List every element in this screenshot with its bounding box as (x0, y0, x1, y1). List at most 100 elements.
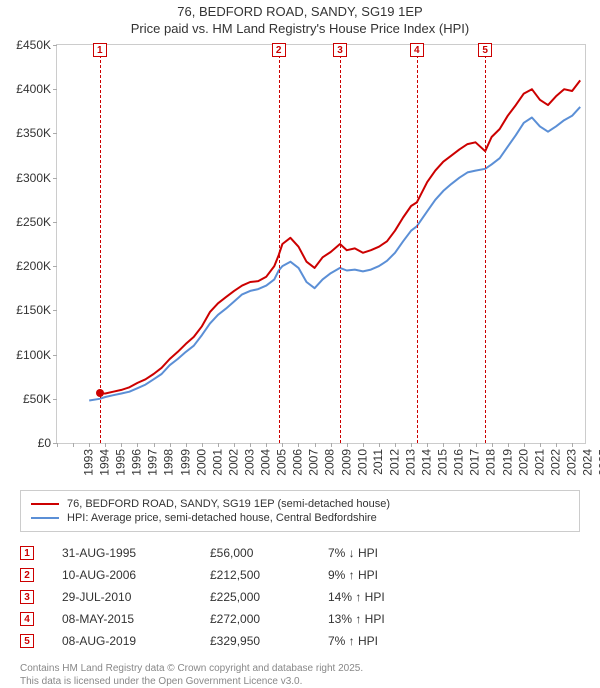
x-tick (73, 443, 74, 447)
y-axis-label: £250K (16, 215, 51, 229)
y-axis-label: £300K (16, 171, 51, 185)
txn-marker: 2 (20, 568, 34, 582)
txn-price: £212,500 (210, 568, 300, 582)
x-axis-label: 2009 (339, 449, 353, 476)
title-line1: 76, BEDFORD ROAD, SANDY, SG19 1EP (0, 4, 600, 19)
sale-marker-box: 5 (478, 43, 492, 57)
transaction-row: 508-AUG-2019£329,9507% ↑ HPI (20, 630, 580, 652)
x-axis-label: 2001 (210, 449, 224, 476)
x-tick (154, 443, 155, 447)
x-axis-label: 2019 (500, 449, 514, 476)
x-axis-label: 1998 (162, 449, 176, 476)
x-tick (298, 443, 299, 447)
txn-marker: 4 (20, 612, 34, 626)
txn-price: £272,000 (210, 612, 300, 626)
y-axis-label: £200K (16, 259, 51, 273)
x-axis-label: 2024 (581, 449, 595, 476)
chart-svg (57, 45, 585, 443)
txn-diff: 9% ↑ HPI (328, 568, 378, 582)
legend-label-hpi: HPI: Average price, semi-detached house,… (67, 512, 377, 524)
txn-date: 08-AUG-2019 (62, 634, 182, 648)
sale-marker-line (100, 45, 101, 443)
sale-marker-box: 3 (333, 43, 347, 57)
x-axis-label: 2008 (323, 449, 337, 476)
sale-marker-box: 1 (93, 43, 107, 57)
x-axis-label: 2020 (516, 449, 530, 476)
x-tick (121, 443, 122, 447)
x-tick (363, 443, 364, 447)
y-tick (53, 310, 57, 311)
txn-diff: 13% ↑ HPI (328, 612, 385, 626)
x-axis-label: 2014 (420, 449, 434, 476)
x-tick (508, 443, 509, 447)
legend-label-price: 76, BEDFORD ROAD, SANDY, SG19 1EP (semi-… (67, 498, 390, 510)
x-tick (556, 443, 557, 447)
x-axis-label: 2012 (388, 449, 402, 476)
x-tick (202, 443, 203, 447)
x-tick (234, 443, 235, 447)
x-axis-label: 1999 (178, 449, 192, 476)
x-tick (411, 443, 412, 447)
txn-diff: 14% ↑ HPI (328, 590, 385, 604)
price-dot (96, 389, 104, 397)
x-tick (137, 443, 138, 447)
y-tick (53, 355, 57, 356)
x-tick (347, 443, 348, 447)
x-tick (105, 443, 106, 447)
y-tick (53, 45, 57, 46)
x-tick (282, 443, 283, 447)
x-tick (218, 443, 219, 447)
x-tick (395, 443, 396, 447)
y-tick (53, 399, 57, 400)
x-axis-label: 2023 (565, 449, 579, 476)
x-axis-label: 2002 (227, 449, 241, 476)
x-tick (459, 443, 460, 447)
x-axis-label: 2021 (532, 449, 546, 476)
x-axis-label: 1994 (98, 449, 112, 476)
txn-marker: 3 (20, 590, 34, 604)
x-tick (427, 443, 428, 447)
x-axis-label: 2010 (355, 449, 369, 476)
y-tick (53, 178, 57, 179)
footer: Contains HM Land Registry data © Crown c… (20, 662, 580, 688)
x-axis-label: 2016 (452, 449, 466, 476)
x-tick (57, 443, 58, 447)
x-axis-label: 2022 (549, 449, 563, 476)
sale-marker-box: 4 (410, 43, 424, 57)
x-axis-label: 2018 (484, 449, 498, 476)
x-tick (186, 443, 187, 447)
y-tick (53, 266, 57, 267)
x-axis-label: 2011 (371, 449, 385, 475)
txn-marker: 5 (20, 634, 34, 648)
txn-date: 10-AUG-2006 (62, 568, 182, 582)
x-tick (250, 443, 251, 447)
x-axis-label: 2004 (259, 449, 273, 476)
x-tick (331, 443, 332, 447)
x-axis-label: 2005 (275, 449, 289, 476)
series-hpi (89, 107, 580, 401)
x-axis-label: 2013 (404, 449, 418, 476)
x-tick (443, 443, 444, 447)
x-tick (492, 443, 493, 447)
y-axis-label: £450K (16, 38, 51, 52)
x-tick (572, 443, 573, 447)
y-tick (53, 222, 57, 223)
y-axis-label: £100K (16, 348, 51, 362)
txn-price: £225,000 (210, 590, 300, 604)
x-axis-label: 2007 (307, 449, 321, 476)
transactions-table: 131-AUG-1995£56,0007% ↓ HPI210-AUG-2006£… (20, 542, 580, 652)
sale-marker-line (279, 45, 280, 443)
footer-line2: This data is licensed under the Open Gov… (20, 675, 580, 688)
legend-swatch-hpi (31, 517, 59, 519)
y-axis-label: £50K (23, 392, 51, 406)
x-tick (266, 443, 267, 447)
chart-area: £0£50K£100K£150K£200K£250K£300K£350K£400… (56, 44, 586, 444)
y-tick (53, 89, 57, 90)
x-axis-label: 2006 (291, 449, 305, 476)
y-axis-label: £150K (16, 303, 51, 317)
sale-marker-line (340, 45, 341, 443)
x-tick (524, 443, 525, 447)
txn-date: 29-JUL-2010 (62, 590, 182, 604)
txn-date: 08-MAY-2015 (62, 612, 182, 626)
legend-swatch-price (31, 503, 59, 505)
